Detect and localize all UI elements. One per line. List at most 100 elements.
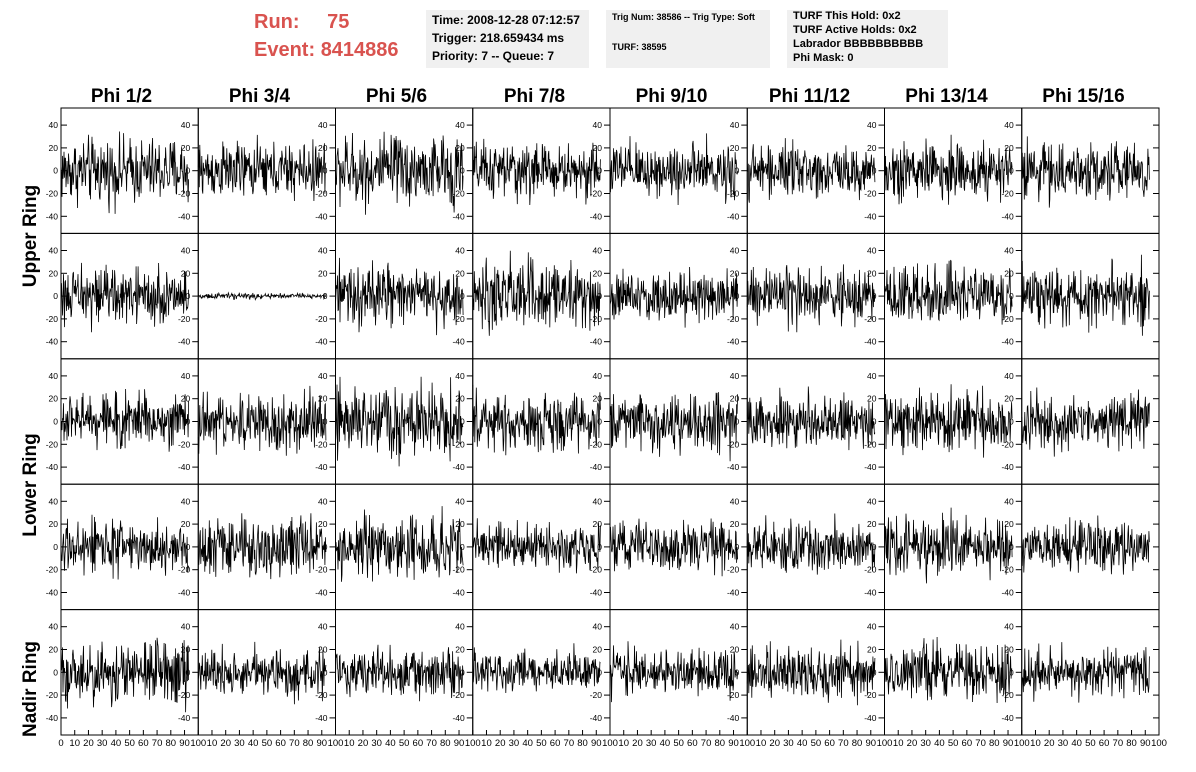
y-tick-label: 40 — [593, 246, 603, 256]
y-tick-label: 20 — [1004, 519, 1014, 529]
waveform-trace-r2-c0 — [60, 388, 189, 452]
y-tick-label: -40 — [1001, 211, 1014, 221]
x-tick-label: 30 — [783, 738, 794, 749]
x-tick-label: 100 — [1151, 738, 1167, 749]
time-line: Time: 2008-12-28 07:12:57 — [432, 13, 580, 27]
y-tick-label: 40 — [318, 371, 328, 381]
x-tick-label: 80 — [1126, 738, 1137, 749]
y-tick-label: 20 — [181, 143, 191, 153]
x-tick-label: 90 — [728, 738, 739, 749]
x-tick-label: 70 — [838, 738, 849, 749]
y-tick-label: -40 — [1001, 588, 1014, 598]
x-tick-label: 50 — [811, 738, 822, 749]
x-tick-label: 20 — [358, 738, 369, 749]
x-tick-label: 60 — [1099, 738, 1110, 749]
y-tick-label: -40 — [315, 588, 328, 598]
waveform-trace-r3-c4 — [609, 518, 738, 577]
y-tick-label: 40 — [455, 246, 465, 256]
y-tick-label: -20 — [315, 690, 328, 700]
y-tick-label: 20 — [867, 268, 877, 278]
x-tick-label: 10 — [618, 738, 629, 749]
y-tick-label: 20 — [455, 268, 465, 278]
y-tick-label: -20 — [1001, 439, 1014, 449]
x-tick-label: 90 — [179, 738, 190, 749]
y-tick-label: -20 — [452, 439, 465, 449]
y-tick-label: 40 — [49, 496, 59, 506]
waveform-trace-r1-c5 — [746, 264, 876, 333]
waveform-trace-r0-c6 — [884, 134, 1013, 205]
y-tick-label: -20 — [727, 565, 740, 575]
y-tick-label: -20 — [178, 565, 191, 575]
event-label: Event: 8414886 — [254, 39, 399, 62]
y-tick-label: 40 — [730, 496, 740, 506]
y-tick-label: 20 — [455, 519, 465, 529]
y-tick-label: -40 — [1001, 462, 1014, 472]
waveform-trace-r3-c3 — [472, 518, 601, 574]
y-tick-label: -20 — [590, 690, 603, 700]
y-tick-label: -40 — [864, 337, 877, 347]
x-tick-label: 60 — [550, 738, 561, 749]
y-tick-label: -40 — [864, 462, 877, 472]
y-tick-label: 40 — [730, 622, 740, 632]
x-tick-label: 10 — [207, 738, 218, 749]
waveform-trace-r1-c0 — [60, 262, 189, 333]
y-tick-label: -40 — [178, 337, 191, 347]
y-tick-label: -20 — [590, 314, 603, 324]
y-tick-label: 0 — [53, 291, 58, 301]
x-tick-label: 60 — [275, 738, 286, 749]
time-info-box: Time: 2008-12-28 07:12:57 Trigger: 218.6… — [426, 10, 589, 68]
x-tick-label: 10 — [1030, 738, 1041, 749]
x-tick-label: 50 — [399, 738, 410, 749]
event-value: 8414886 — [320, 39, 399, 61]
y-tick-label: 20 — [593, 268, 603, 278]
y-tick-label: -20 — [178, 690, 191, 700]
trig-num-line: Trig Num: 38586 -- Trig Type: Soft — [612, 12, 755, 22]
turf-info-box: TURF This Hold: 0x2 TURF Active Holds: 0… — [787, 10, 948, 68]
y-tick-label: 40 — [318, 120, 328, 130]
y-tick-label: -40 — [1001, 713, 1014, 723]
y-tick-label: -20 — [452, 565, 465, 575]
x-tick-label: 50 — [124, 738, 135, 749]
x-tick-label: 70 — [701, 738, 712, 749]
x-tick-label: 100 — [190, 738, 206, 749]
y-tick-label: -20 — [315, 439, 328, 449]
y-tick-label: 40 — [1004, 246, 1014, 256]
y-tick-label: -20 — [315, 189, 328, 199]
y-tick-label: -20 — [1001, 189, 1014, 199]
x-tick-label: 40 — [111, 738, 122, 749]
turf-hold-line: TURF This Hold: 0x2 — [793, 10, 901, 22]
x-tick-label: 50 — [673, 738, 684, 749]
y-tick-label: -20 — [727, 690, 740, 700]
y-tick-label: 40 — [593, 622, 603, 632]
x-tick-label: 40 — [1071, 738, 1082, 749]
y-tick-label: 40 — [49, 371, 59, 381]
waveform-trace-r1-c6 — [884, 259, 1013, 325]
y-tick-label: 20 — [181, 645, 191, 655]
y-tick-label: -40 — [452, 713, 465, 723]
y-tick-label: 20 — [593, 519, 603, 529]
y-tick-label: -40 — [46, 337, 59, 347]
waveform-trace-r0-c7 — [1021, 136, 1150, 208]
y-tick-label: 0 — [53, 667, 58, 677]
x-tick-label: 20 — [632, 738, 643, 749]
waveform-trace-r0-c0 — [60, 131, 189, 214]
x-tick-label: 30 — [1058, 738, 1069, 749]
waveform-trace-r0-c3 — [472, 138, 601, 206]
y-tick-label: -20 — [864, 189, 877, 199]
y-tick-label: -40 — [315, 713, 328, 723]
y-tick-label: 40 — [49, 120, 59, 130]
column-header-phi-11-12: Phi 11/12 — [768, 86, 851, 107]
x-tick-label: 70 — [289, 738, 300, 749]
y-tick-label: 0 — [735, 417, 740, 427]
x-tick-label: 10 — [344, 738, 355, 749]
waveform-trace-r3-c7 — [1021, 515, 1150, 575]
y-tick-label: 20 — [455, 645, 465, 655]
y-tick-label: -20 — [1001, 690, 1014, 700]
y-tick-label: 20 — [867, 143, 877, 153]
y-tick-label: 20 — [730, 645, 740, 655]
x-tick-label: 50 — [536, 738, 547, 749]
y-tick-label: 20 — [318, 268, 328, 278]
waveform-trace-r0-c1 — [197, 134, 327, 202]
y-tick-label: -20 — [452, 314, 465, 324]
y-tick-label: 20 — [593, 645, 603, 655]
